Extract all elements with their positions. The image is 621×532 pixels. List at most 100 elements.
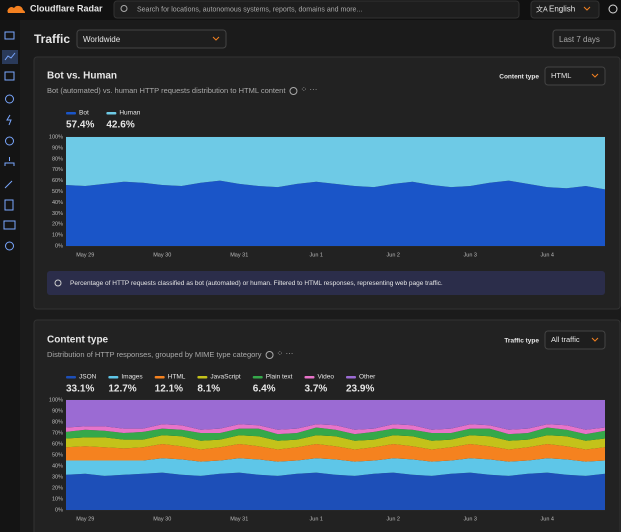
more-icon: ⁘ ··· (277, 349, 294, 358)
y-tick-label: 20% (52, 222, 63, 228)
legend-share: 6.4% (253, 384, 276, 395)
nav-icon[interactable] (3, 220, 16, 230)
nav-icon[interactable] (4, 199, 14, 211)
y-tick-label: 50% (52, 452, 63, 458)
legend-label: Bot (79, 110, 89, 117)
note-text: Percentage of HTTP requests classified a… (70, 280, 443, 287)
control-select[interactable] (544, 66, 606, 86)
y-tick-label: 40% (52, 200, 63, 206)
area (66, 444, 605, 462)
x-tick-label: May 29 (76, 516, 94, 522)
y-tick-label: 40% (52, 463, 63, 469)
legend-share: 3.7% (304, 384, 327, 395)
y-tick-label: 70% (52, 430, 63, 436)
area (66, 472, 605, 510)
y-tick-label: 90% (52, 145, 63, 151)
y-tick-label: 30% (52, 474, 63, 480)
x-tick-label: Jun 4 (541, 516, 554, 522)
language: English (549, 5, 575, 14)
location: Worldwide (83, 35, 121, 44)
nav-icon[interactable] (5, 241, 14, 251)
x-tick-label: Jun 2 (387, 516, 400, 522)
area (66, 137, 605, 190)
y-tick-label: 30% (52, 211, 63, 217)
location-select[interactable] (76, 29, 227, 49)
legend-swatch (197, 376, 208, 379)
area (66, 400, 605, 430)
y-tick-label: 70% (52, 167, 63, 173)
language-select[interactable] (530, 0, 600, 19)
y-tick-label: 20% (52, 485, 63, 491)
control-label: Traffic type (504, 338, 539, 345)
x-tick-label: May 31 (230, 516, 248, 522)
nav-icon[interactable] (4, 52, 16, 61)
panel-subtitle: Bot (automated) vs. human HTTP requests … (47, 86, 286, 95)
legend-label: Plain text (266, 374, 293, 381)
legend-label: Images (121, 374, 143, 381)
x-tick-label: Jun 1 (310, 516, 323, 522)
date-range: Last 7 days (559, 35, 600, 44)
nav-icon[interactable] (4, 31, 15, 40)
y-tick-label: 50% (52, 189, 63, 195)
area (66, 427, 605, 441)
nav-icon[interactable] (5, 94, 14, 104)
nav-icon[interactable] (6, 114, 12, 126)
info-icon[interactable] (289, 87, 298, 95)
legend-share: 12.1% (155, 384, 183, 395)
x-tick-label: Jun 3 (464, 252, 477, 258)
x-tick-label: Jun 4 (541, 252, 554, 258)
note-icon (54, 279, 62, 287)
search-box[interactable] (113, 0, 520, 19)
legend-swatch (346, 376, 356, 379)
date-range-select[interactable] (552, 29, 616, 49)
info-icon[interactable] (265, 351, 274, 359)
nav-icon[interactable] (5, 136, 14, 146)
y-tick-label: 10% (52, 496, 63, 502)
legend-swatch (154, 376, 165, 379)
legend-label: JavaScript (210, 374, 241, 381)
nav-icon[interactable] (4, 71, 15, 81)
legend-label: Video (317, 374, 334, 381)
y-tick-label: 100% (49, 397, 63, 403)
y-tick-label: 80% (52, 156, 63, 162)
theme-toggle[interactable] (608, 4, 618, 14)
legend-share: 8.1% (197, 384, 220, 395)
legend-swatch (106, 112, 117, 115)
x-tick-label: May 30 (153, 252, 171, 258)
chevron (212, 36, 220, 41)
y-tick-label: 0% (55, 507, 63, 513)
x-tick-label: Jun 2 (387, 252, 400, 258)
legend-swatch (252, 376, 263, 379)
area (66, 424, 605, 435)
area (66, 180, 605, 246)
y-tick-label: 100% (49, 134, 63, 140)
note-box (47, 271, 605, 295)
y-tick-label: 90% (52, 408, 63, 414)
nav-icon[interactable] (4, 180, 13, 189)
chevron (583, 6, 591, 11)
control-value: All traffic (551, 335, 580, 344)
page-title: Traffic (34, 32, 70, 46)
search-icon (120, 5, 128, 12)
nav-icon[interactable] (4, 157, 15, 166)
legend-swatch (304, 376, 315, 379)
sidebar (0, 20, 20, 532)
legend-share: 57.4% (66, 120, 94, 131)
legend-swatch (66, 376, 76, 379)
legend-label: Human (119, 110, 140, 117)
y-tick-label: 60% (52, 441, 63, 447)
language-icon: 文A (536, 4, 548, 13)
x-tick-label: May 30 (153, 516, 171, 522)
x-tick-label: Jun 3 (464, 516, 477, 522)
y-tick-label: 0% (55, 243, 63, 249)
legend-label: HTML (168, 374, 186, 381)
chevron (591, 337, 599, 342)
control-select[interactable] (544, 330, 606, 350)
brand: Cloudflare Radar (30, 3, 103, 13)
legend-swatch (108, 376, 119, 379)
y-tick-label: 10% (52, 233, 63, 239)
x-tick-label: May 31 (230, 252, 248, 258)
x-tick-label: May 29 (76, 252, 94, 258)
search-placeholder: Search for locations, autonomous systems… (137, 6, 362, 13)
